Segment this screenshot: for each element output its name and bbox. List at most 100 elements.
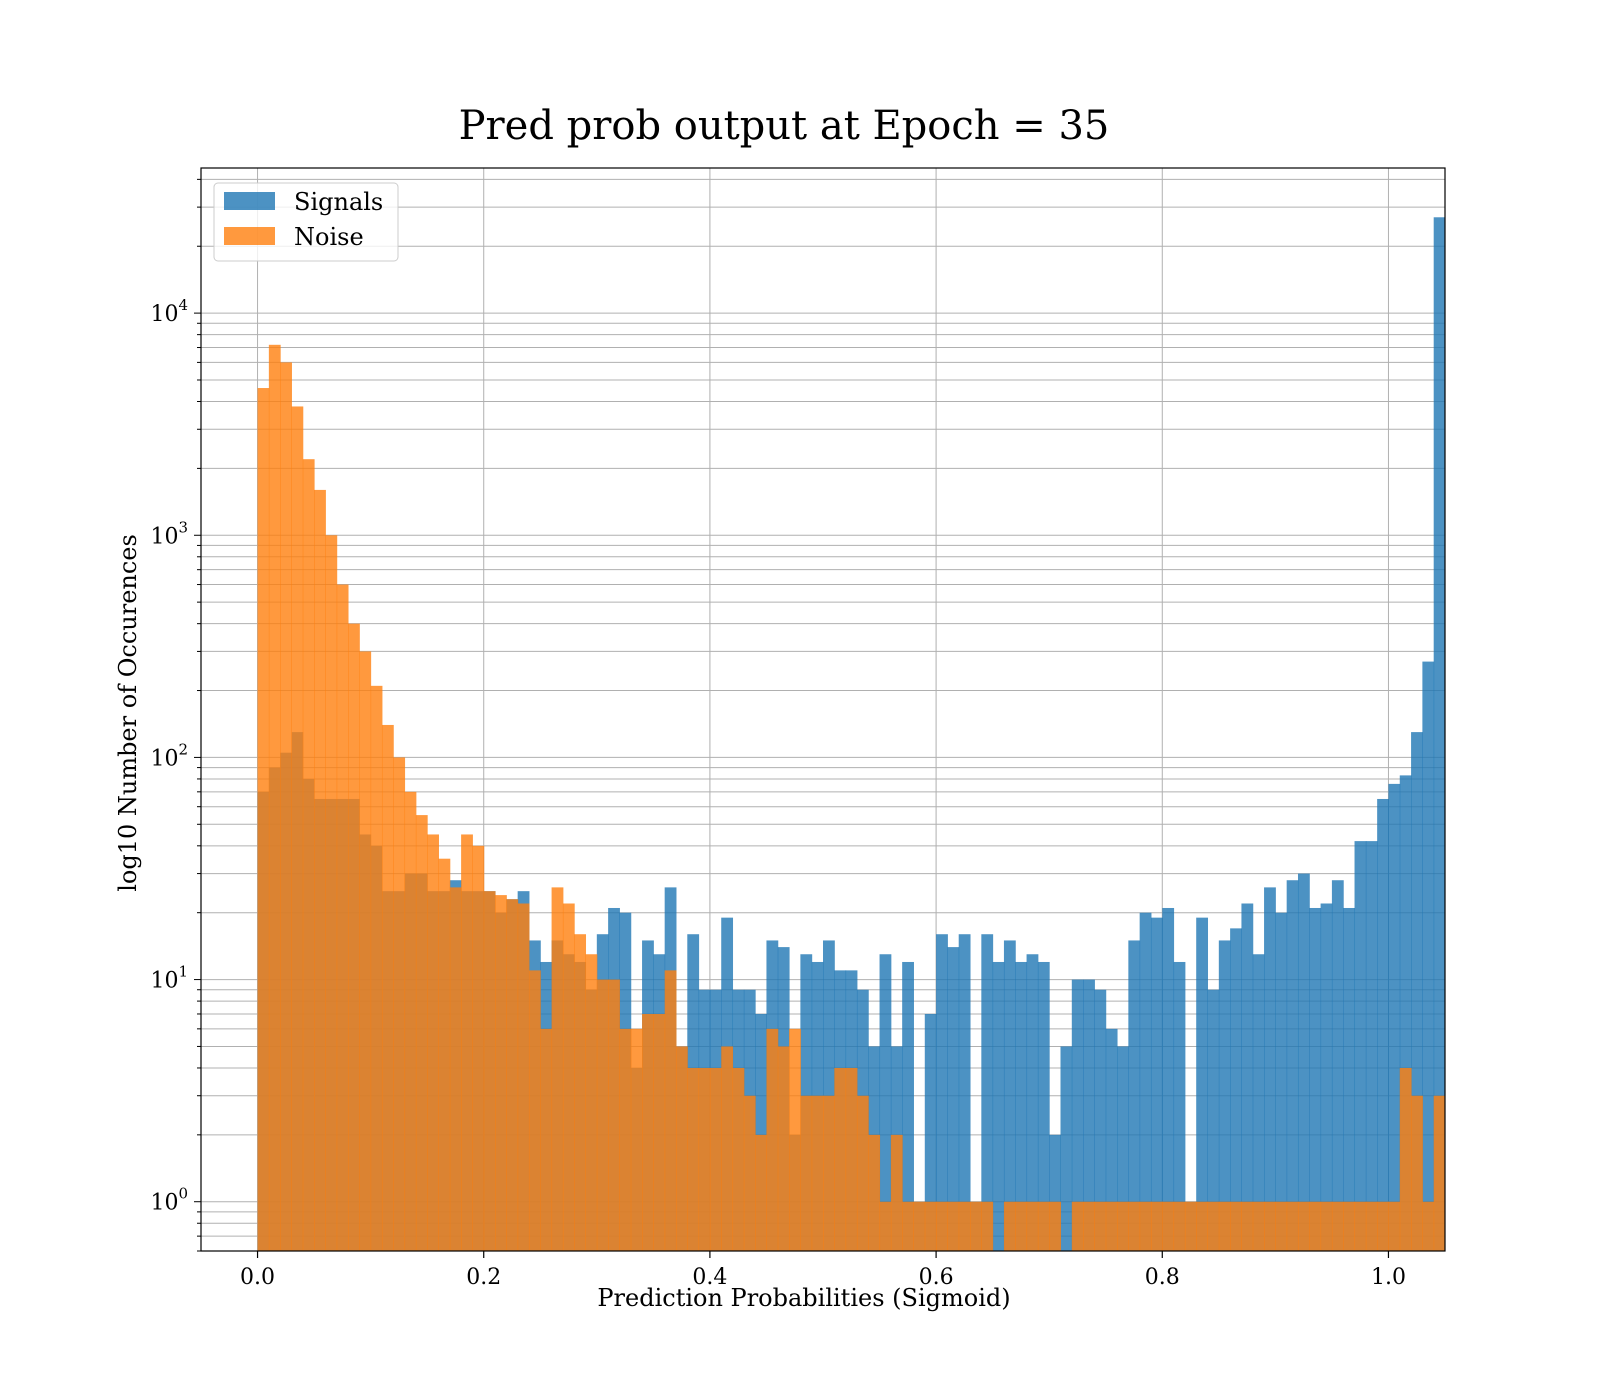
x-tick-label: 0.8 (1145, 1265, 1180, 1290)
legend-swatch-signals (224, 192, 275, 210)
signals-bar-59 (924, 1013, 937, 1251)
signals-bar-57 (902, 961, 914, 1251)
signals-bar-71 (1060, 1046, 1073, 1251)
x-tick-label: 0.6 (919, 1265, 954, 1290)
signals-bar-96 (1343, 907, 1356, 1251)
noise-bar-103 (1422, 1201, 1435, 1251)
noise-bar-81 (1173, 1201, 1186, 1251)
noise-bar-48 (800, 1095, 813, 1251)
noise-bar-11 (381, 724, 394, 1251)
signals-bar-68 (1026, 954, 1039, 1251)
noise-bar-92 (1297, 1201, 1310, 1251)
noise-bar-68 (1026, 1201, 1039, 1251)
signals-bar-78 (1139, 912, 1152, 1251)
noise-bar-31 (608, 979, 620, 1251)
noise-bar-5 (314, 489, 326, 1251)
noise-bar-60 (936, 1201, 948, 1251)
noise-bar-66 (1003, 1201, 1016, 1251)
noise-bar-0 (257, 388, 270, 1252)
noise-bar-47 (789, 1028, 801, 1251)
noise-bar-94 (1320, 1201, 1333, 1251)
x-axis-label: Prediction Probabilities (Sigmoid) (597, 1284, 1010, 1312)
noise-bar-40 (709, 1067, 722, 1251)
noise-bar-33 (630, 1028, 643, 1251)
legend-swatch-noise (224, 227, 275, 245)
noise-bar-95 (1331, 1201, 1344, 1251)
y-tick-label: 100 (150, 1185, 188, 1216)
noise-bar-6 (325, 535, 338, 1251)
noise-bar-38 (687, 1067, 700, 1251)
signals-bar-85 (1218, 940, 1231, 1251)
noise-bar-36 (664, 970, 677, 1251)
noise-bar-2 (280, 362, 292, 1252)
noise-bar-88 (1252, 1201, 1265, 1251)
noise-bar-101 (1399, 1067, 1412, 1251)
noise-bar-3 (291, 406, 304, 1251)
noise-bar-98 (1365, 1201, 1378, 1251)
noise-bar-29 (585, 954, 598, 1251)
noise-bar-72 (1071, 1201, 1084, 1251)
signals-bar-65 (992, 961, 1005, 1251)
noise-bar-15 (427, 834, 439, 1251)
noise-bar-42 (732, 1067, 745, 1251)
noise-bar-76 (1117, 1201, 1129, 1251)
signals-bar-80 (1162, 907, 1175, 1251)
signals-bar-81 (1173, 961, 1186, 1251)
noise-bar-52 (845, 1067, 858, 1251)
noise-bar-34 (642, 1013, 654, 1251)
noise-bar-86 (1230, 1201, 1242, 1251)
noise-bar-26 (551, 887, 564, 1251)
noise-bar-53 (856, 1095, 869, 1251)
signals-bar-94 (1320, 903, 1333, 1251)
noise-bar-41 (721, 1046, 734, 1251)
signals-bar-102 (1411, 732, 1423, 1251)
legend-label-noise: Noise (294, 223, 364, 251)
signals-bar-44 (755, 1013, 767, 1251)
noise-bar-25 (540, 1028, 553, 1251)
signals-bar-76 (1117, 1046, 1129, 1251)
signals-bar-69 (1037, 961, 1050, 1251)
noise-bar-67 (1015, 1201, 1028, 1251)
noise-bar-77 (1128, 1201, 1141, 1251)
noise-bar-62 (958, 1201, 971, 1251)
noise-bar-39 (698, 1067, 711, 1251)
y-axis-label: log10 Number of Occurences (114, 534, 142, 892)
noise-bar-22 (506, 899, 519, 1251)
signals-bar-95 (1331, 880, 1344, 1251)
axis-ticks: 0.0 0.2 0.4 0.6 0.8 1.0 100 101 102 103 104 (150, 178, 1406, 1290)
noise-bar-74 (1094, 1201, 1107, 1251)
signals-bar-101 (1399, 775, 1412, 1251)
noise-bar-93 (1309, 1201, 1322, 1251)
noise-bar-90 (1275, 1201, 1288, 1251)
noise-bar-9 (359, 651, 372, 1251)
y-tick-label: 103 (150, 518, 188, 549)
noise-bar-19 (472, 845, 485, 1251)
signals-bar-93 (1309, 907, 1322, 1251)
plot-frame (200, 167, 1446, 1252)
noise-bar-79 (1150, 1201, 1163, 1251)
x-tick-label: 0.0 (240, 1265, 275, 1290)
noise-bar-30 (596, 979, 609, 1251)
y-tick-label: 104 (150, 296, 188, 327)
noise-bar-58 (913, 1201, 926, 1251)
noise-bar-12 (393, 757, 406, 1251)
signals-bar-74 (1094, 989, 1107, 1251)
noise-bar-18 (461, 834, 473, 1251)
noise-bar-87 (1241, 1201, 1254, 1251)
noise-bar-63 (970, 1201, 982, 1251)
signals-bar-60 (936, 934, 948, 1251)
signals-bar-77 (1128, 940, 1141, 1251)
noise-bar-21 (495, 895, 507, 1251)
noise-bar-102 (1411, 1095, 1423, 1251)
noise-bar-96 (1343, 1201, 1356, 1251)
noise-bar-43 (743, 1095, 756, 1251)
signals-bar-92 (1297, 873, 1310, 1251)
chart-title: Pred prob output at Epoch = 35 (459, 103, 1110, 149)
noise-bar-100 (1388, 1201, 1401, 1251)
signals-bar-86 (1230, 928, 1242, 1251)
noise-bar-104 (1433, 1095, 1446, 1251)
legend-label-signals: Signals (294, 188, 383, 216)
noise-bar-32 (619, 1028, 632, 1251)
signals-bar-87 (1241, 903, 1254, 1251)
noise-bar-20 (483, 891, 496, 1251)
